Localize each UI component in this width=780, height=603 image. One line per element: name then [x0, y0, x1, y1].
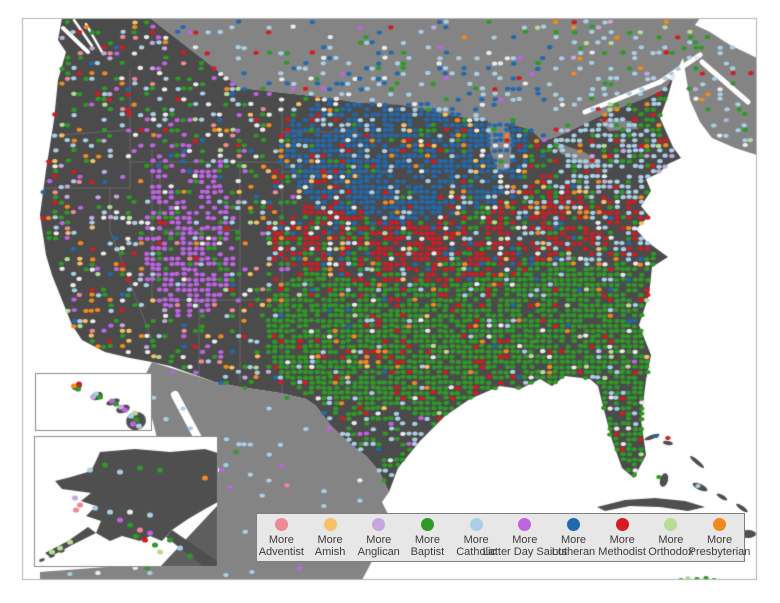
legend-label-denomination: Presbyterian: [688, 546, 751, 558]
legend-color-dot-methodist: [615, 518, 629, 531]
legend-label-more: More: [414, 534, 440, 546]
legend-item-catholic: More Catholic: [452, 514, 501, 561]
legend-item-amish: More Amish: [306, 514, 355, 561]
legend-color-dot-presbyterian: [713, 518, 727, 531]
legend-label-more: More: [366, 534, 392, 546]
legend-item-adventist: More Adventist: [257, 514, 306, 561]
legend-item-presbyterian: More Presbyterian: [689, 514, 750, 561]
legend-item-orthodox: More Orthodox: [647, 514, 696, 561]
legend-label-denomination: Catholic: [456, 546, 496, 558]
legend-label-denomination: Methodist: [598, 546, 646, 558]
legend-label-more: More: [268, 534, 294, 546]
legend-label-denomination: Anglican: [357, 546, 400, 558]
legend-label-denomination: Adventist: [258, 546, 304, 558]
legend-label-denomination: Latter Day Saints: [482, 546, 567, 558]
legend-label-more: More: [512, 534, 538, 546]
map-legend: More Adventist More Amish More Anglican More Ba…: [256, 513, 750, 562]
legend-item-methodist: More Methodist: [598, 514, 647, 561]
legend-color-dot-amish: [323, 518, 337, 531]
legend-item-baptist: More Baptist: [403, 514, 452, 561]
legend-color-dot-catholic: [469, 518, 483, 531]
legend-color-dot-baptist: [420, 518, 434, 531]
legend-item-lutheran: More Lutheran: [549, 514, 598, 561]
legend-color-dot-latter_day_saints: [518, 518, 532, 531]
legend-color-dot-anglican: [372, 518, 386, 531]
legend-color-dot-lutheran: [566, 518, 580, 531]
legend-label-more: More: [658, 534, 684, 546]
legend-label-denomination: Baptist: [410, 546, 445, 558]
legend-label-more: More: [463, 534, 489, 546]
legend-label-denomination: Amish: [314, 546, 346, 558]
legend-color-dot-orthodox: [664, 518, 678, 531]
legend-item-anglican: More Anglican: [354, 514, 403, 561]
legend-color-dot-adventist: [274, 518, 288, 531]
legend-label-more: More: [609, 534, 635, 546]
legend-label-more: More: [707, 534, 733, 546]
legend-label-more: More: [317, 534, 343, 546]
legend-label-denomination: Orthodox: [648, 546, 694, 558]
legend-label-more: More: [560, 534, 586, 546]
legend-label-denomination: Lutheran: [551, 546, 596, 558]
legend-item-latter_day_saints: More Latter Day Saints: [483, 514, 567, 561]
